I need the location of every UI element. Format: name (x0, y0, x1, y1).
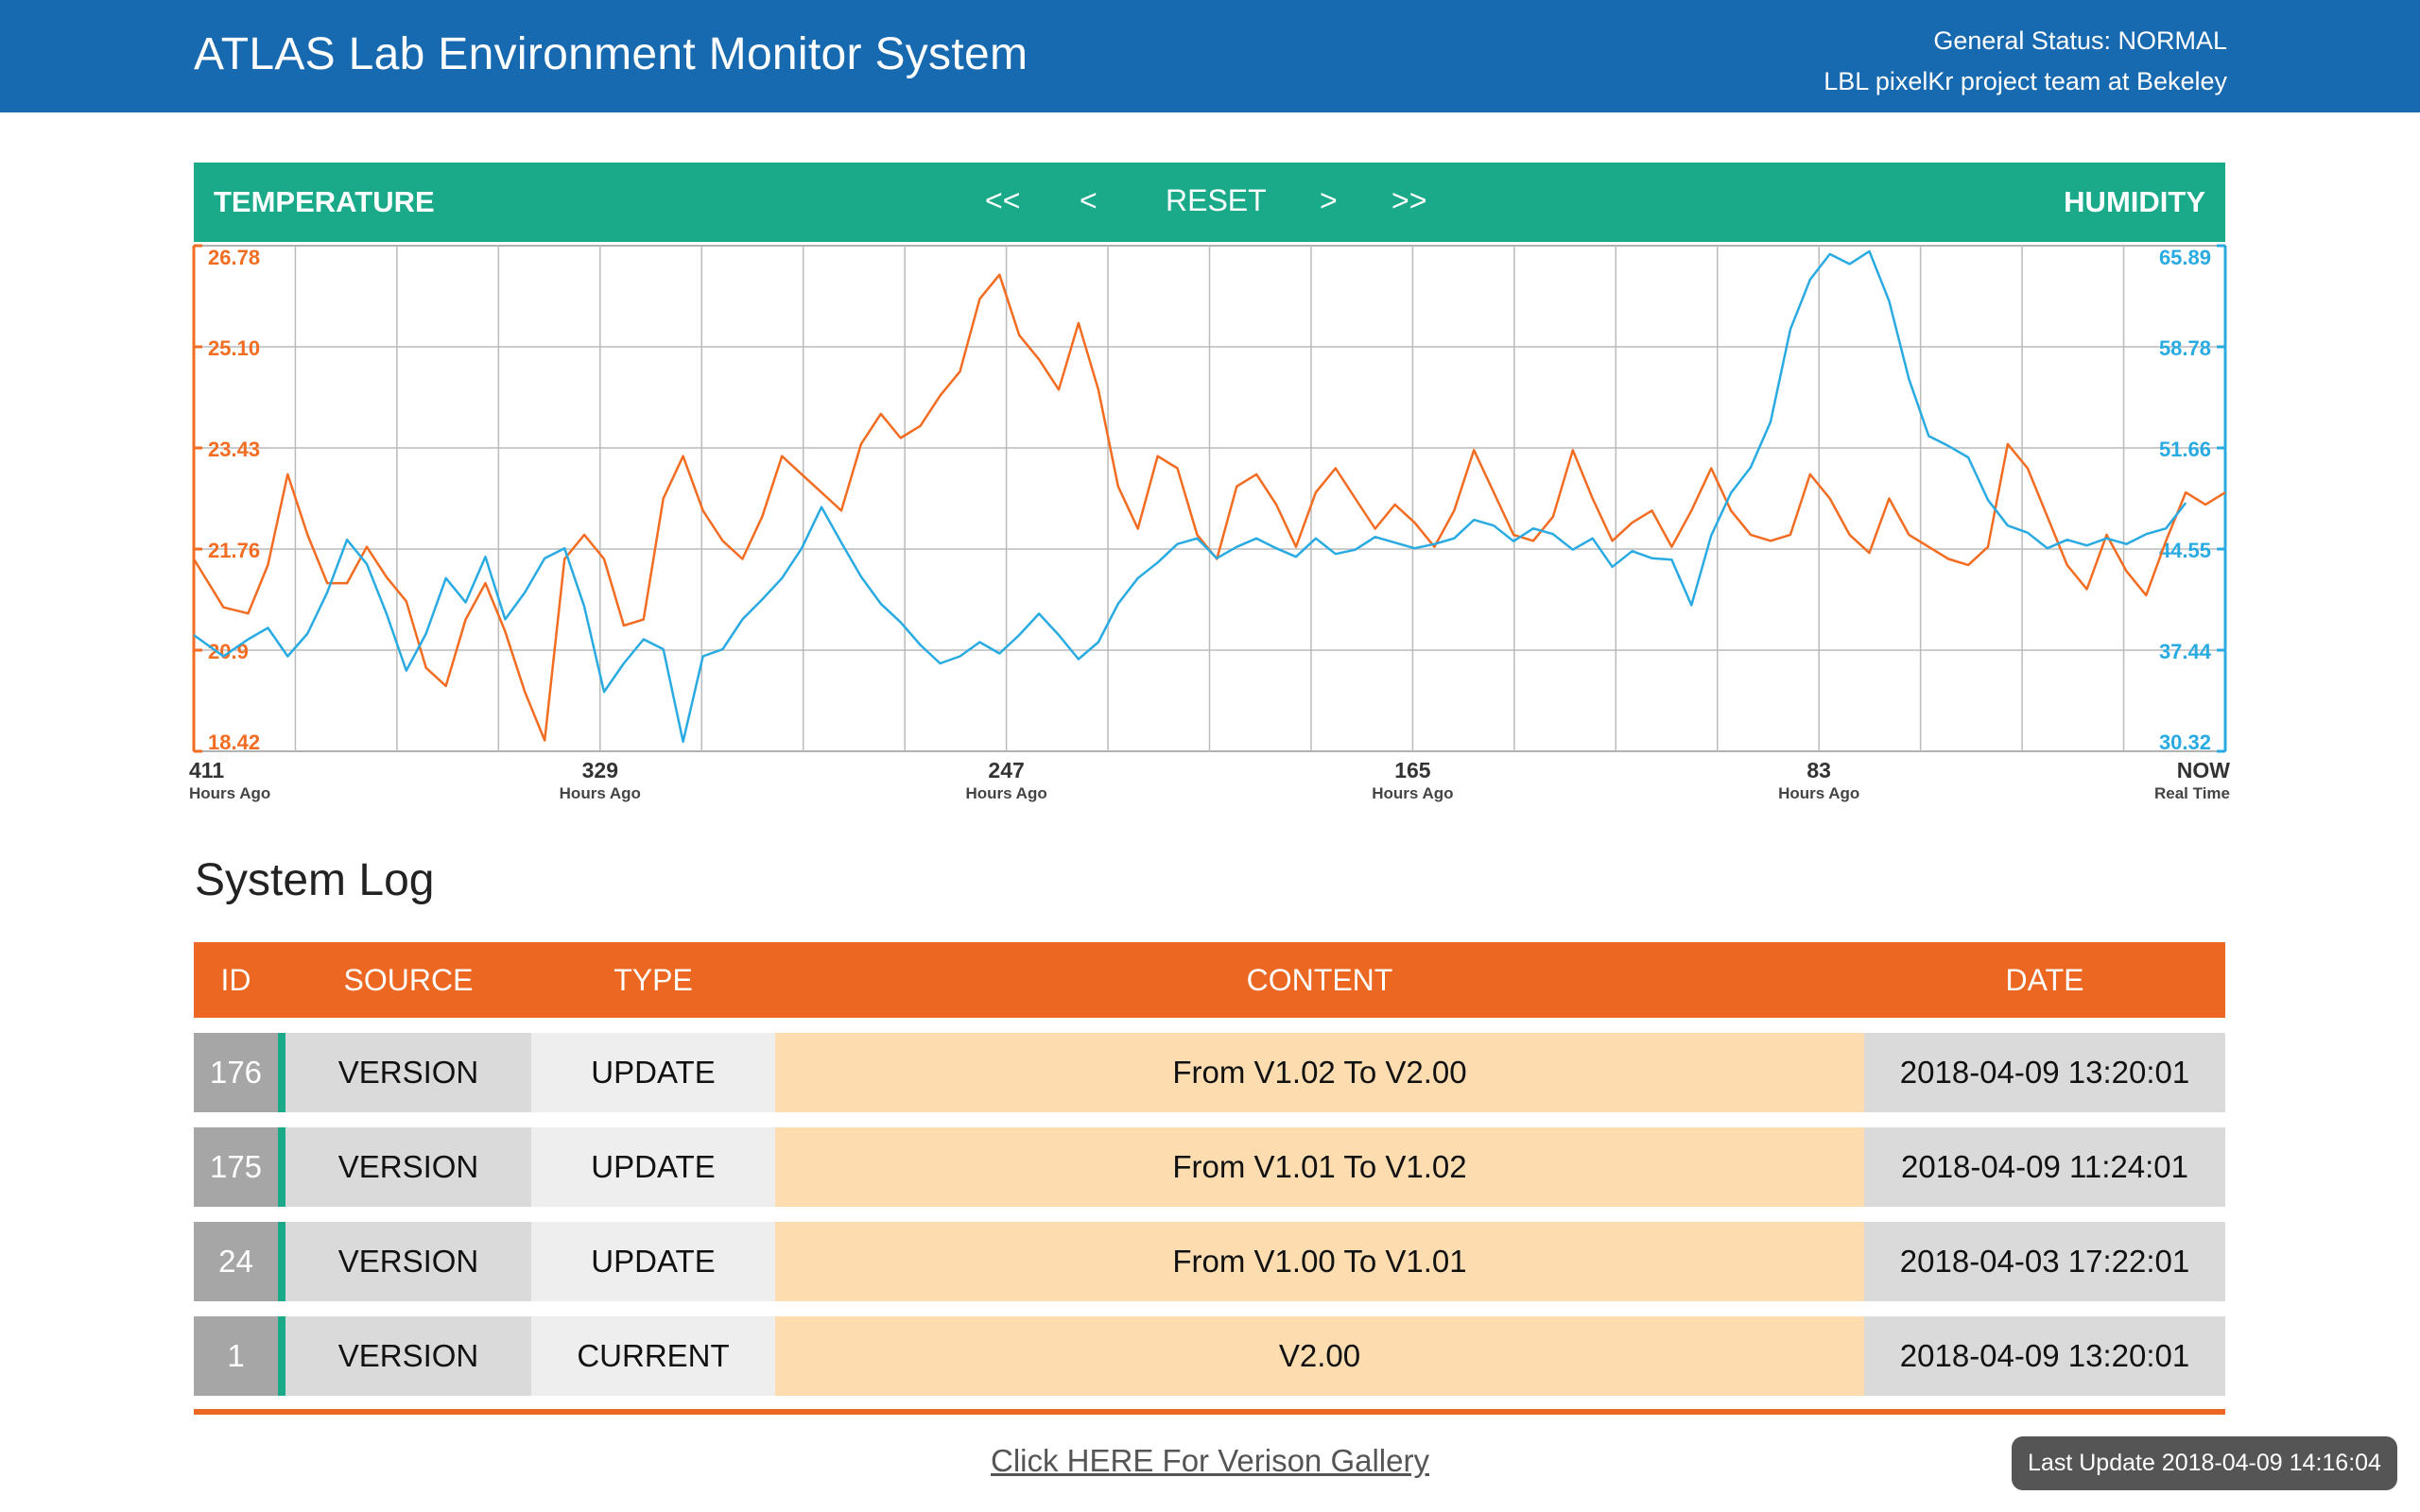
row-source: VERSION (285, 1222, 531, 1301)
row-id: 1 (194, 1316, 278, 1396)
prev-page-button[interactable]: < (1080, 183, 1098, 217)
row-content: From V1.00 To V1.01 (775, 1222, 1864, 1301)
table-row: 24 VERSION UPDATE From V1.00 To V1.01 20… (194, 1222, 2225, 1301)
log-table-header: ID SOURCE TYPE CONTENT DATE (194, 942, 2225, 1018)
col-date: DATE (2005, 963, 2084, 997)
row-source: VERSION (285, 1316, 531, 1396)
row-type: UPDATE (531, 1033, 775, 1112)
row-date: 2018-04-09 13:20:01 (1864, 1033, 2225, 1112)
humidity-label: HUMIDITY (2064, 185, 2205, 218)
system-log-title: System Log (195, 855, 435, 905)
humidity-tick-label: 44.55 (2159, 539, 2211, 562)
temperature-tick-label: 23.43 (208, 438, 260, 461)
row-status-stripe (278, 1127, 285, 1207)
humidity-tick-label: 30.32 (2159, 730, 2211, 754)
temperature-tick-label: 18.42 (208, 730, 260, 754)
row-type: UPDATE (531, 1127, 775, 1207)
row-status-stripe (278, 1033, 285, 1112)
x-tick-label: 411 (189, 758, 224, 782)
x-tick-sublabel: Hours Ago (189, 784, 270, 802)
row-source: VERSION (285, 1127, 531, 1207)
temperature-tick-label: 26.78 (208, 246, 260, 269)
temperature-label: TEMPERATURE (214, 185, 435, 218)
row-date: 2018-04-09 13:20:01 (1864, 1316, 2225, 1396)
x-tick-label: 247 (988, 758, 1024, 782)
temperature-tick-label: 25.10 (208, 336, 260, 360)
team-credit: LBL pixelKr project team at Bekeley (1824, 67, 2227, 95)
row-id: 176 (194, 1033, 278, 1112)
humidity-tick-label: 51.66 (2159, 438, 2211, 461)
x-tick-sublabel: Hours Ago (965, 784, 1046, 802)
x-tick-label: 329 (582, 758, 618, 782)
col-content: CONTENT (1246, 963, 1393, 997)
row-type: CURRENT (531, 1316, 775, 1396)
x-tick-label: NOW (2177, 758, 2231, 782)
row-date: 2018-04-03 17:22:01 (1864, 1222, 2225, 1301)
row-content: V2.00 (775, 1316, 1864, 1396)
log-table-bottom-border (194, 1409, 2225, 1415)
col-source: SOURCE (343, 963, 474, 997)
col-type: TYPE (614, 963, 693, 997)
x-tick-sublabel: Hours Ago (1372, 784, 1453, 802)
last-update-badge: Last Update 2018-04-09 14:16:04 (2012, 1436, 2397, 1490)
x-tick-sublabel: Hours Ago (560, 784, 641, 802)
table-row: 1 VERSION CURRENT V2.00 2018-04-09 13:20… (194, 1316, 2225, 1396)
col-id: ID (220, 963, 251, 997)
x-tick-label: 165 (1394, 758, 1431, 782)
next-page-button[interactable]: > (1320, 183, 1338, 217)
first-page-button[interactable]: << (985, 183, 1021, 217)
row-id: 175 (194, 1127, 278, 1207)
header-status-block: General Status: NORMAL LBL pixelKr proje… (1824, 21, 2227, 102)
gallery-link-row: Click HERE For Verison Gallery (0, 1443, 2420, 1479)
row-date: 2018-04-09 11:24:01 (1864, 1127, 2225, 1207)
general-status: General Status: NORMAL (1933, 26, 2227, 55)
temperature-tick-label: 21.76 (208, 539, 260, 562)
row-type: UPDATE (531, 1222, 775, 1301)
version-gallery-link[interactable]: Click HERE For Verison Gallery (991, 1443, 1429, 1478)
reset-button[interactable]: RESET (1166, 183, 1267, 217)
humidity-tick-label: 65.89 (2159, 246, 2211, 269)
app-header: ATLAS Lab Environment Monitor System Gen… (0, 0, 2420, 112)
humidity-series-line (193, 249, 2187, 744)
chart-toolbar: TEMPERATURE << < RESET > >> HUMIDITY (194, 163, 2225, 242)
table-row: 176 VERSION UPDATE From V1.02 To V2.00 2… (194, 1033, 2225, 1112)
row-content: From V1.01 To V1.02 (775, 1127, 1864, 1207)
x-tick-label: 83 (1806, 758, 1831, 782)
row-source: VERSION (285, 1033, 531, 1112)
chart-svg: 18.4220.921.7623.4325.1026.7830.3237.444… (189, 244, 2231, 802)
x-tick-sublabel: Real Time (2154, 784, 2230, 802)
x-tick-sublabel: Hours Ago (1778, 784, 1859, 802)
last-page-button[interactable]: >> (1392, 183, 1427, 217)
environment-chart: 18.42 20.9 21.76 23.43 25.10 26.78 30.32 37.44 4… (184, 242, 2240, 809)
row-content: From V1.02 To V2.00 (775, 1033, 1864, 1112)
app-title: ATLAS Lab Environment Monitor System (194, 29, 1028, 79)
row-id: 24 (194, 1222, 278, 1301)
humidity-tick-label: 37.44 (2159, 640, 2212, 663)
row-status-stripe (278, 1222, 285, 1301)
row-status-stripe (278, 1316, 285, 1396)
humidity-tick-label: 58.78 (2159, 336, 2211, 360)
table-row: 175 VERSION UPDATE From V1.01 To V1.02 2… (194, 1127, 2225, 1207)
